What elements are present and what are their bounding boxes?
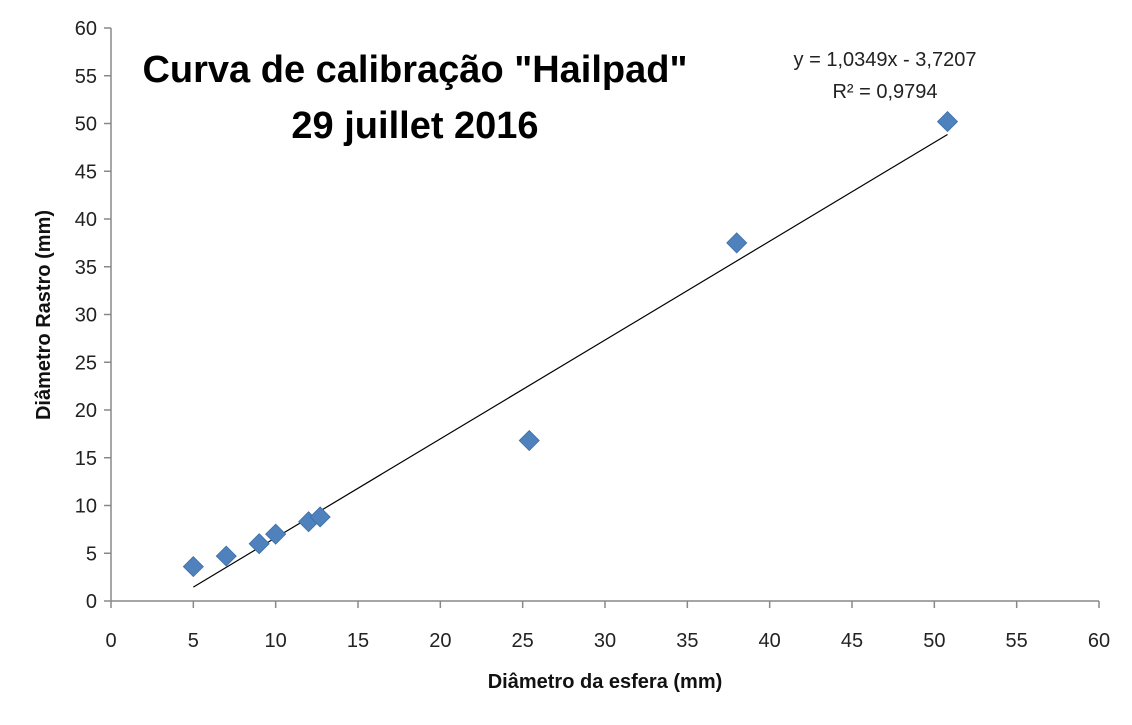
y-axis-ticks: 0 5 10 15 20 25 30 35 40 45 50 55 60	[75, 18, 111, 613]
y-tick-label: 50	[75, 114, 97, 136]
data-point	[309, 506, 331, 528]
y-tick-label: 60	[75, 18, 97, 40]
y-axis-label: Diâmetro Rastro (mm)	[33, 210, 55, 420]
x-tick-label: 0	[105, 630, 116, 652]
x-tick-label: 60	[1088, 630, 1110, 652]
data-point	[936, 111, 959, 133]
y-tick-label: 15	[75, 448, 97, 470]
y-tick-label: 45	[75, 161, 97, 183]
x-tick-label: 5	[188, 630, 199, 652]
y-tick-label: 55	[75, 66, 97, 88]
data-point	[265, 523, 287, 545]
data-point	[726, 232, 748, 254]
x-tick-label: 20	[429, 630, 451, 652]
y-tick-label: 30	[75, 305, 97, 327]
chart-title-line-1: Curva de calibração "Hailpad"	[142, 49, 687, 91]
x-tick-label: 40	[759, 630, 781, 652]
data-points	[182, 111, 959, 578]
x-axis-label: Diâmetro da esfera (mm)	[488, 671, 723, 693]
x-tick-label: 55	[1006, 630, 1028, 652]
data-point	[518, 429, 540, 452]
y-tick-label: 35	[75, 257, 97, 279]
y-tick-label: 5	[86, 543, 97, 565]
x-tick-label: 35	[676, 630, 698, 652]
x-tick-label: 15	[347, 630, 369, 652]
y-tick-label: 0	[86, 591, 97, 613]
data-point	[248, 533, 270, 555]
y-tick-label: 40	[75, 209, 97, 231]
x-tick-label: 10	[265, 630, 287, 652]
x-tick-label: 45	[841, 630, 863, 652]
x-tick-label: 30	[594, 630, 616, 652]
y-tick-label: 25	[75, 352, 97, 374]
x-axis-ticks: 0 5 10 15 20 25 30 35 40 45 50 55 60	[105, 601, 1110, 652]
x-tick-label: 25	[512, 630, 534, 652]
data-point	[215, 545, 237, 567]
x-tick-label: 50	[923, 630, 945, 652]
trendline-r-squared: R² = 0,9794	[832, 81, 937, 103]
chart-title-line-2: 29 juillet 2016	[291, 105, 538, 147]
data-point	[182, 556, 204, 578]
y-tick-label: 20	[75, 400, 97, 422]
trendline-equation: y = 1,0349x - 3,7207	[794, 49, 977, 71]
y-tick-label: 10	[75, 496, 97, 518]
plot-area: 0 5 10 15 20 25 30 35 40 45 50 55 60 0 5 10 15 20 25 30 35 4…	[75, 18, 1110, 652]
